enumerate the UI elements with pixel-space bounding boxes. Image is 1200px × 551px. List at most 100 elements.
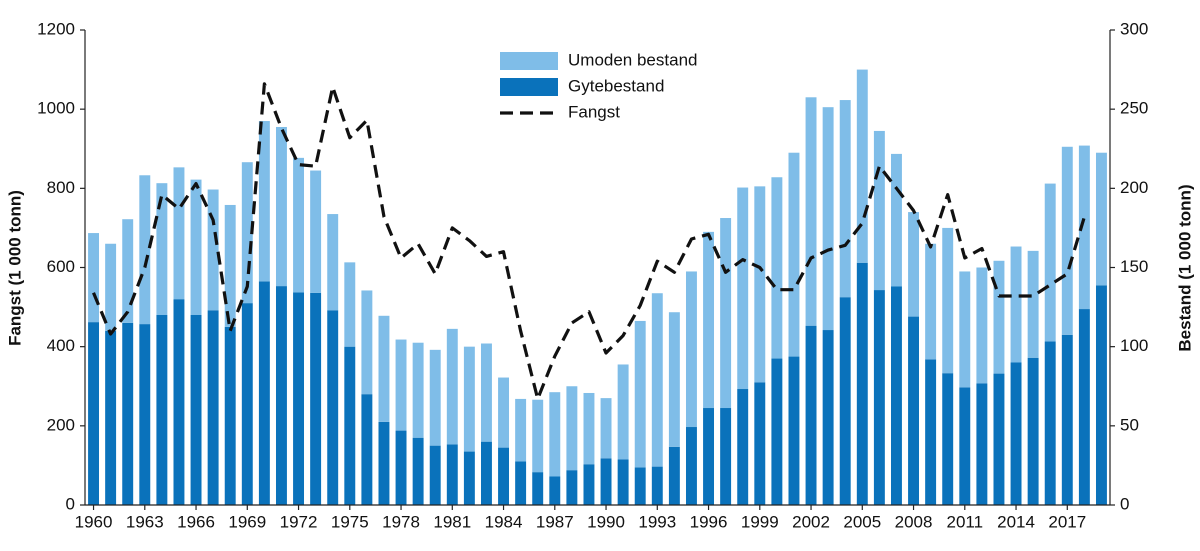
y-tick-label: 400 xyxy=(47,336,75,355)
bar-segment xyxy=(378,315,390,422)
bar-segment xyxy=(583,464,595,505)
x-tick-label: 1996 xyxy=(690,512,728,531)
y2-tick-label: 0 xyxy=(1120,494,1129,513)
bar-segment xyxy=(771,177,783,359)
bar-segment xyxy=(532,399,544,473)
x-tick-label: 2005 xyxy=(843,512,881,531)
bar-segment xyxy=(1010,362,1022,505)
bar-segment xyxy=(737,389,749,505)
bar-segment xyxy=(532,472,544,505)
bar-segment xyxy=(959,387,971,505)
y2-axis-title: Bestand (1 000 tonn) xyxy=(1175,184,1194,351)
bar-segment xyxy=(839,297,851,505)
bar-segment xyxy=(1095,285,1107,505)
bar-segment xyxy=(737,187,749,390)
bar-segment xyxy=(293,292,305,505)
y2-tick-label: 250 xyxy=(1120,99,1148,118)
bar-segment xyxy=(1095,152,1107,286)
bar-segment xyxy=(224,204,236,327)
bar-segment xyxy=(925,243,937,360)
bar-segment xyxy=(566,386,578,471)
bar-segment xyxy=(754,382,766,505)
bar-segment xyxy=(122,219,134,323)
bar-segment xyxy=(122,322,134,505)
x-tick-label: 2014 xyxy=(997,512,1035,531)
bar-segment xyxy=(685,427,697,505)
bar-segment xyxy=(908,316,920,505)
bar-segment xyxy=(600,458,612,505)
bar-segment xyxy=(139,324,151,505)
y2-tick-label: 300 xyxy=(1120,19,1148,38)
bar-segment xyxy=(890,286,902,505)
bar-segment xyxy=(361,290,373,395)
bar-segment xyxy=(275,286,287,505)
bar-segment xyxy=(890,153,902,287)
bar-segment xyxy=(327,310,339,505)
bar-segment xyxy=(617,459,629,505)
legend-label: Gytebestand xyxy=(568,76,664,95)
x-tick-label: 2011 xyxy=(947,512,984,531)
x-tick-label: 1972 xyxy=(280,512,318,531)
bar-segment xyxy=(668,312,680,447)
bar-segment xyxy=(105,243,117,331)
bar-segment xyxy=(856,262,868,505)
y2-tick-label: 150 xyxy=(1120,257,1148,276)
bar-segment xyxy=(1061,334,1073,505)
bar-segment xyxy=(429,349,441,446)
bar-segment xyxy=(395,339,407,431)
bar-segment xyxy=(1078,309,1090,505)
bar-segment xyxy=(720,408,732,505)
bar-segment xyxy=(993,373,1005,505)
bar-segment xyxy=(344,346,356,505)
bar-segment xyxy=(703,408,715,505)
x-tick-label: 2017 xyxy=(1048,512,1086,531)
bar-segment xyxy=(258,121,270,282)
bar-segment xyxy=(190,315,202,505)
bar-segment xyxy=(173,167,185,300)
bar-segment xyxy=(703,231,715,409)
bar-segment xyxy=(600,398,612,459)
x-tick-label: 1987 xyxy=(536,512,574,531)
x-tick-label: 2002 xyxy=(792,512,830,531)
bar-segment xyxy=(156,183,168,315)
x-tick-label: 1975 xyxy=(331,512,369,531)
bar-segment xyxy=(566,470,578,505)
bar-segment xyxy=(634,320,646,468)
y-tick-label: 200 xyxy=(47,415,75,434)
y2-tick-label: 50 xyxy=(1120,415,1139,434)
bar-segment xyxy=(498,377,510,448)
bar-segment xyxy=(463,346,475,452)
bar-segment xyxy=(361,394,373,505)
bar-segment xyxy=(412,342,424,438)
bar-segment xyxy=(395,430,407,505)
bar-segment xyxy=(412,437,424,505)
bar-segment xyxy=(480,441,492,505)
bar-segment xyxy=(805,325,817,505)
bar-segment xyxy=(959,271,971,388)
bar-segment xyxy=(1044,183,1056,342)
bar-segment xyxy=(515,398,527,462)
bar-segment xyxy=(822,330,834,505)
bar-segment xyxy=(190,179,202,315)
bar-segment xyxy=(873,290,885,505)
bar-segment xyxy=(788,356,800,505)
y-tick-label: 600 xyxy=(47,257,75,276)
legend-label: Umoden bestand xyxy=(568,50,697,69)
y-axis-title: Fangst (1 000 tonn) xyxy=(5,190,24,346)
bar-segment xyxy=(651,293,663,467)
bar-segment xyxy=(788,152,800,357)
bar-segment xyxy=(88,322,100,505)
bar-segment xyxy=(446,444,458,505)
bar-segment xyxy=(976,267,988,384)
y-tick-label: 1200 xyxy=(37,19,75,38)
bar-segment xyxy=(771,358,783,505)
y2-tick-label: 200 xyxy=(1120,178,1148,197)
bar-segment xyxy=(805,97,817,326)
bar-segment xyxy=(327,214,339,311)
bar-segment xyxy=(139,175,151,325)
bar-segment xyxy=(617,364,629,460)
x-tick-label: 1999 xyxy=(741,512,779,531)
bar-segment xyxy=(241,303,253,505)
